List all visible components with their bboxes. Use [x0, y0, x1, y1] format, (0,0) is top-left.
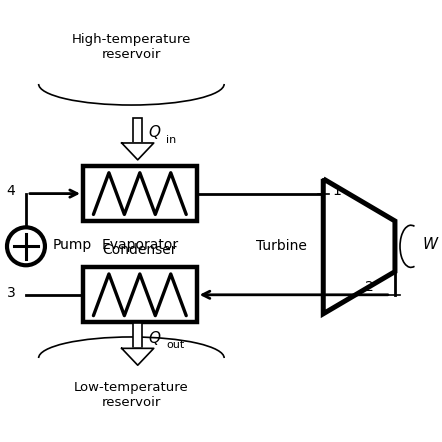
Polygon shape	[122, 143, 154, 160]
Text: $Q$: $Q$	[148, 123, 162, 141]
Text: in: in	[166, 135, 176, 145]
Text: Evaporator: Evaporator	[101, 238, 179, 252]
Text: Low-temperature
reservoir: Low-temperature reservoir	[74, 381, 189, 409]
Text: 2: 2	[365, 280, 373, 294]
Bar	[83, 166, 197, 221]
Text: Pump: Pump	[53, 238, 92, 252]
Text: High-temperature
reservoir: High-temperature reservoir	[72, 33, 191, 61]
Text: Turbine: Turbine	[255, 239, 306, 253]
Text: 4: 4	[7, 184, 15, 198]
Text: $Q$: $Q$	[148, 329, 162, 347]
Bar	[133, 118, 142, 143]
Text: $W$: $W$	[423, 236, 440, 252]
Polygon shape	[323, 179, 395, 314]
Text: Condenser: Condenser	[103, 243, 177, 257]
Bar	[133, 323, 142, 348]
Text: out: out	[166, 340, 184, 350]
Bar	[83, 267, 197, 322]
Text: 3: 3	[7, 286, 15, 300]
Polygon shape	[122, 348, 154, 365]
Text: 1: 1	[332, 184, 341, 198]
